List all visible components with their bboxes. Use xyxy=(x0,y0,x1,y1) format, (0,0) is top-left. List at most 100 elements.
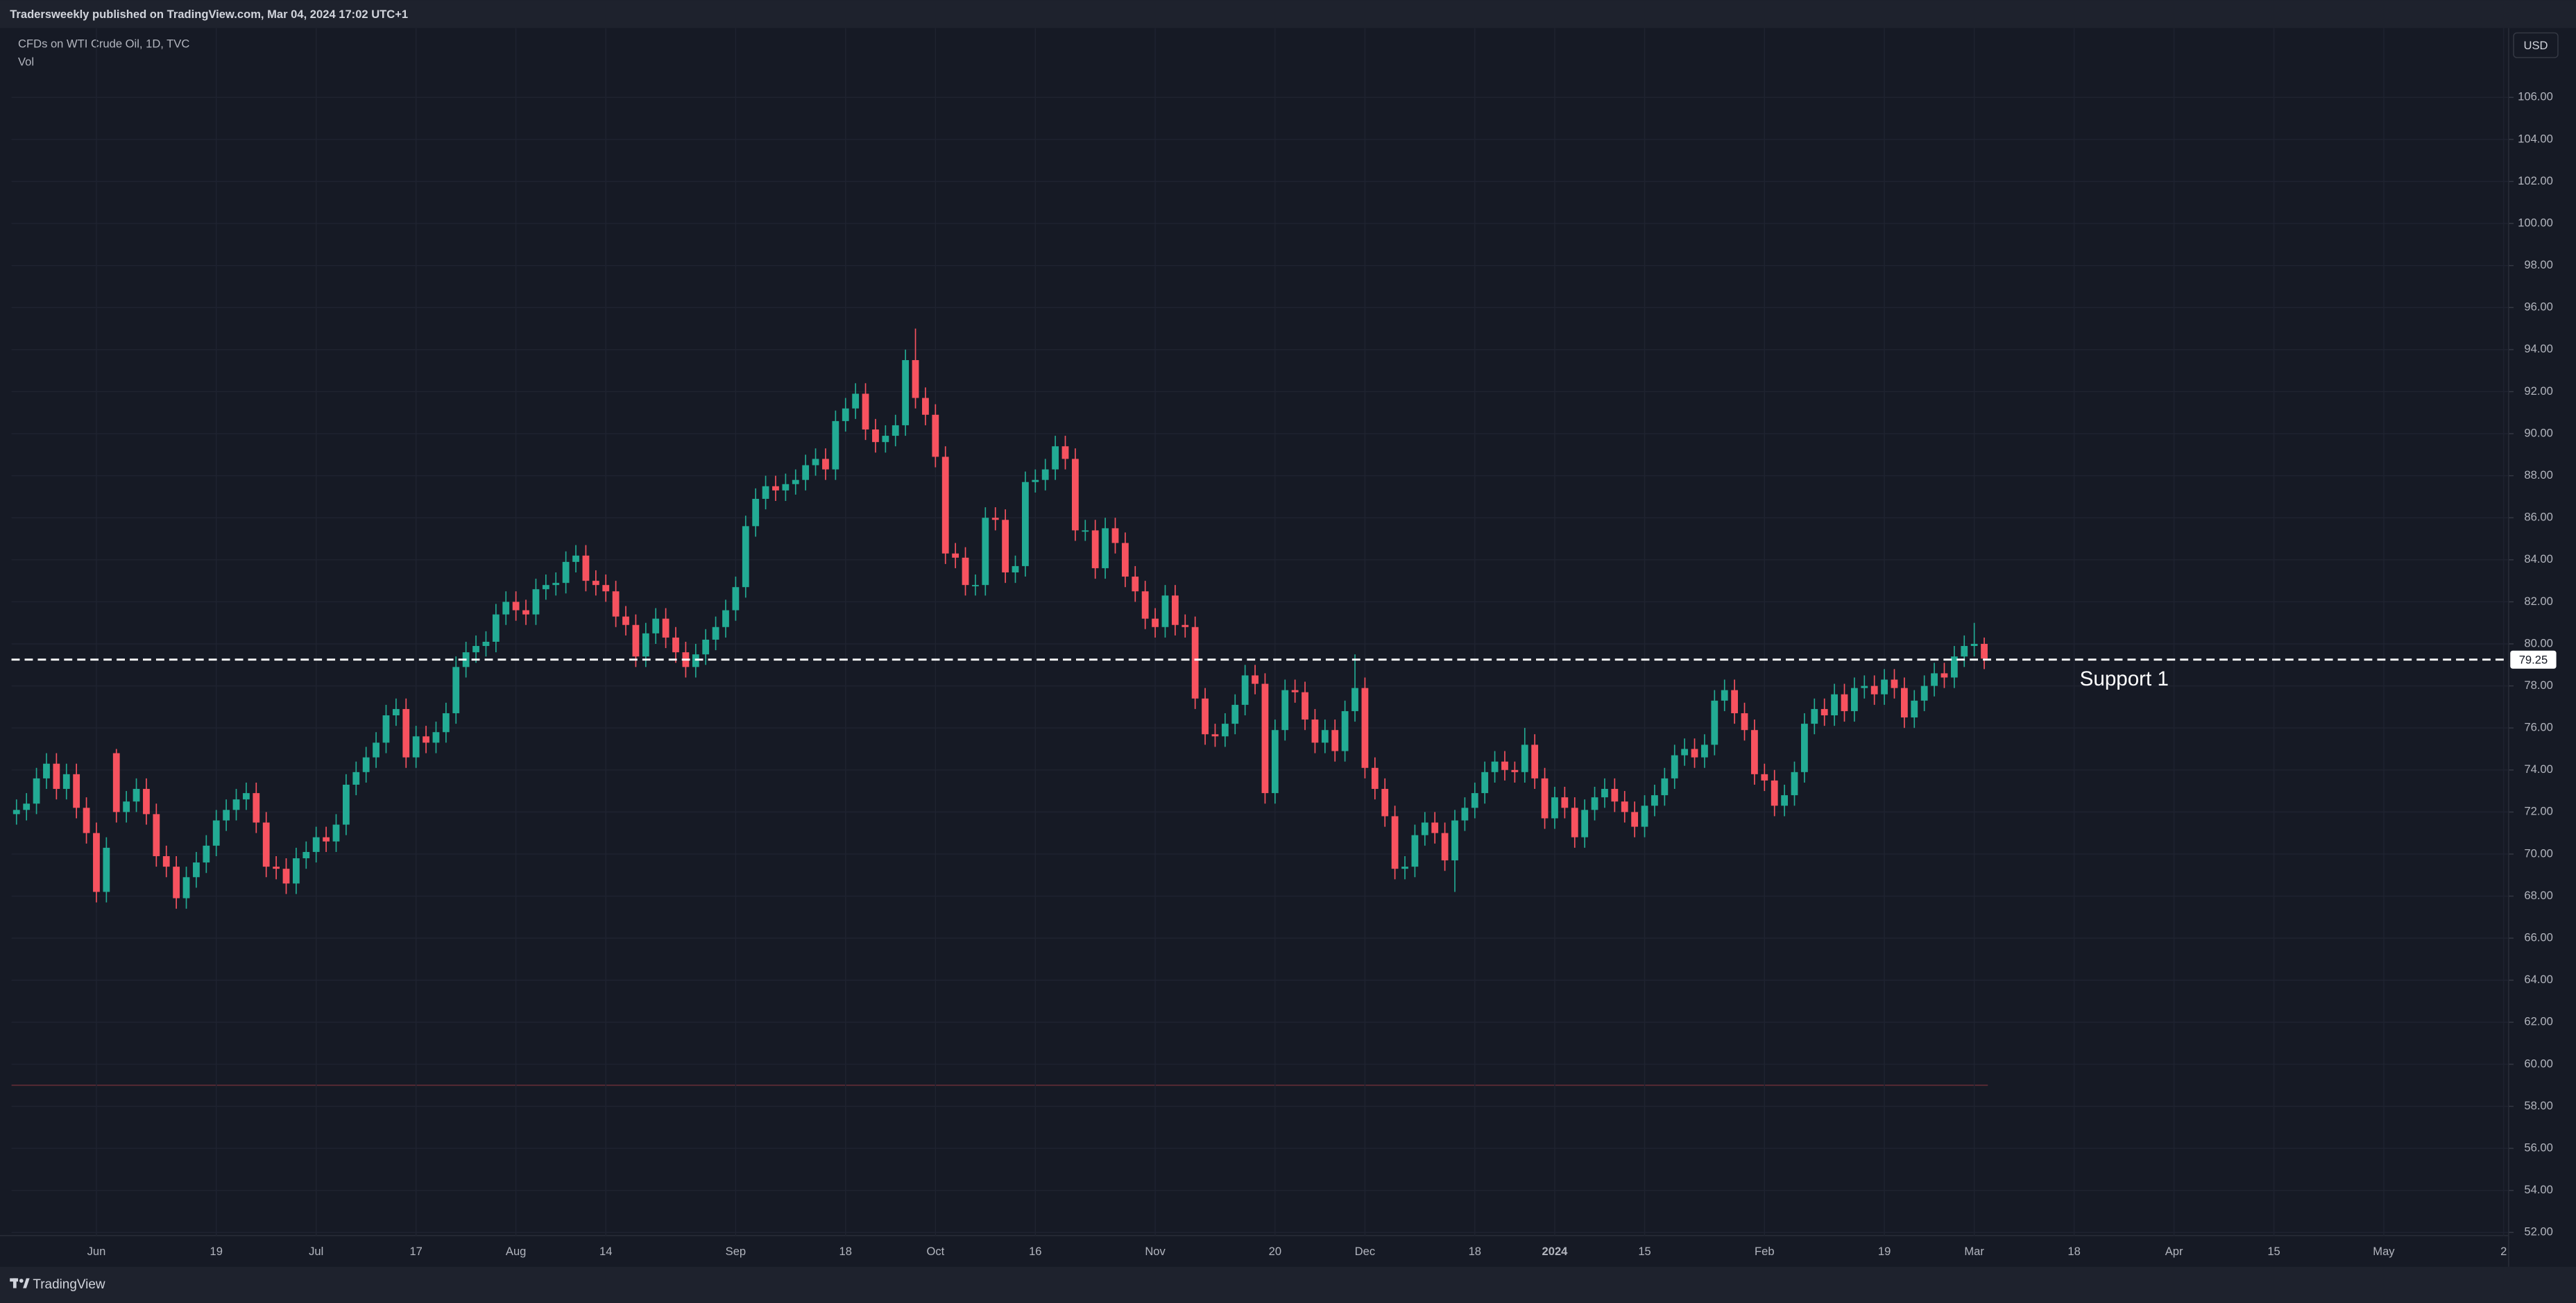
y-tick-label: 98.00 xyxy=(2524,258,2552,271)
x-tick-label: 2024 xyxy=(1542,1245,1569,1258)
candle-body xyxy=(972,585,979,587)
y-tick-label: 52.00 xyxy=(2524,1225,2552,1238)
candle-body xyxy=(1331,730,1339,751)
y-tick-label: 70.00 xyxy=(2524,846,2552,860)
candle-body xyxy=(802,465,810,480)
candle-body xyxy=(1261,683,1269,794)
candle-body xyxy=(1221,724,1229,737)
y-tick-label: 90.00 xyxy=(2524,426,2552,439)
candle-body xyxy=(1141,591,1149,619)
candle-body xyxy=(1751,730,1758,774)
footer-brand[interactable]: TradingView xyxy=(33,1277,105,1292)
candle-body xyxy=(782,484,790,491)
candle-body xyxy=(1022,482,1029,566)
candle-body xyxy=(642,633,649,657)
candle-body xyxy=(492,614,500,642)
candle-body xyxy=(812,459,819,466)
currency[interactable]: USD xyxy=(2523,39,2548,52)
candle-body xyxy=(1870,685,1878,695)
candle-body xyxy=(941,457,949,554)
y-tick-label: 56.00 xyxy=(2524,1141,2552,1154)
y-tick-label: 72.00 xyxy=(2524,805,2552,818)
candle-body xyxy=(1950,656,1958,678)
candle-body xyxy=(1681,749,1689,756)
candle-body xyxy=(1041,469,1049,480)
x-tick-label: Jun xyxy=(87,1245,106,1258)
y-tick-label: 92.00 xyxy=(2524,384,2552,398)
currency-box[interactable] xyxy=(2513,32,2559,58)
candle-body xyxy=(722,610,729,627)
candle-body xyxy=(932,414,939,457)
candle-body xyxy=(1121,543,1129,577)
x-tick-label: 17 xyxy=(409,1245,422,1258)
candle-body xyxy=(43,763,50,778)
candle-body xyxy=(53,763,60,790)
candle-body xyxy=(1611,789,1619,802)
candle-body xyxy=(732,587,740,611)
candle-body xyxy=(273,867,280,869)
candle-body xyxy=(742,526,749,588)
candle-body xyxy=(892,425,899,436)
candle-body xyxy=(153,814,160,856)
y-tick-label: 100.00 xyxy=(2518,216,2553,229)
candle-body xyxy=(1052,446,1059,470)
candle-body xyxy=(1521,744,1528,772)
top-bar xyxy=(0,0,2576,28)
candle-body xyxy=(982,518,989,586)
candle-body xyxy=(991,518,999,520)
candle-body xyxy=(632,624,640,657)
candle-body xyxy=(832,420,839,470)
candle-body xyxy=(162,855,170,867)
candle-body xyxy=(1071,459,1079,531)
candle-body xyxy=(1311,719,1319,743)
candle-body xyxy=(133,789,140,802)
candle-body xyxy=(1012,565,1019,572)
candle-body xyxy=(1541,778,1549,819)
candle-body xyxy=(1371,767,1379,790)
candle-body xyxy=(712,627,719,640)
candle-body xyxy=(672,637,679,653)
candle-body xyxy=(332,824,340,842)
candle-body xyxy=(1241,675,1249,705)
candle-body xyxy=(1152,618,1159,627)
candle-body xyxy=(482,641,490,647)
candle-body xyxy=(842,408,849,421)
candle-body xyxy=(1461,808,1469,821)
candle-body xyxy=(1781,795,1788,806)
candle-body xyxy=(1302,692,1308,720)
y-tick-label: 78.00 xyxy=(2524,679,2552,692)
candle-body xyxy=(752,498,760,527)
candle-body xyxy=(1451,820,1458,861)
candle-body xyxy=(452,667,460,713)
candle-body xyxy=(83,808,90,833)
candle-body xyxy=(1032,479,1039,482)
candle-body xyxy=(232,799,240,810)
y-tick-label: 74.00 xyxy=(2524,763,2552,776)
candle-body xyxy=(1501,761,1508,770)
candle-body xyxy=(562,561,570,584)
candle-body xyxy=(342,784,350,825)
candle-body xyxy=(572,555,579,562)
y-tick-label: 84.00 xyxy=(2524,552,2552,565)
candle-body xyxy=(193,862,200,878)
grid xyxy=(11,28,2509,1236)
candle-body xyxy=(652,618,660,633)
candle-body xyxy=(12,810,20,815)
candle-body xyxy=(103,847,110,892)
candle-body xyxy=(1721,690,1728,701)
candle-body xyxy=(1082,530,1089,532)
y-tick-label: 58.00 xyxy=(2524,1099,2552,1112)
candle-body xyxy=(203,845,210,863)
candle-body xyxy=(182,877,190,899)
candle-body xyxy=(472,646,479,653)
candle-body xyxy=(762,486,769,499)
candle-body xyxy=(852,393,860,409)
logo-slash xyxy=(23,1278,30,1288)
candle-body xyxy=(612,591,620,617)
candle-body xyxy=(1791,772,1798,796)
candle-body xyxy=(1291,690,1299,692)
x-tick-label: 2 xyxy=(2500,1245,2507,1258)
candle-body xyxy=(1811,708,1818,724)
